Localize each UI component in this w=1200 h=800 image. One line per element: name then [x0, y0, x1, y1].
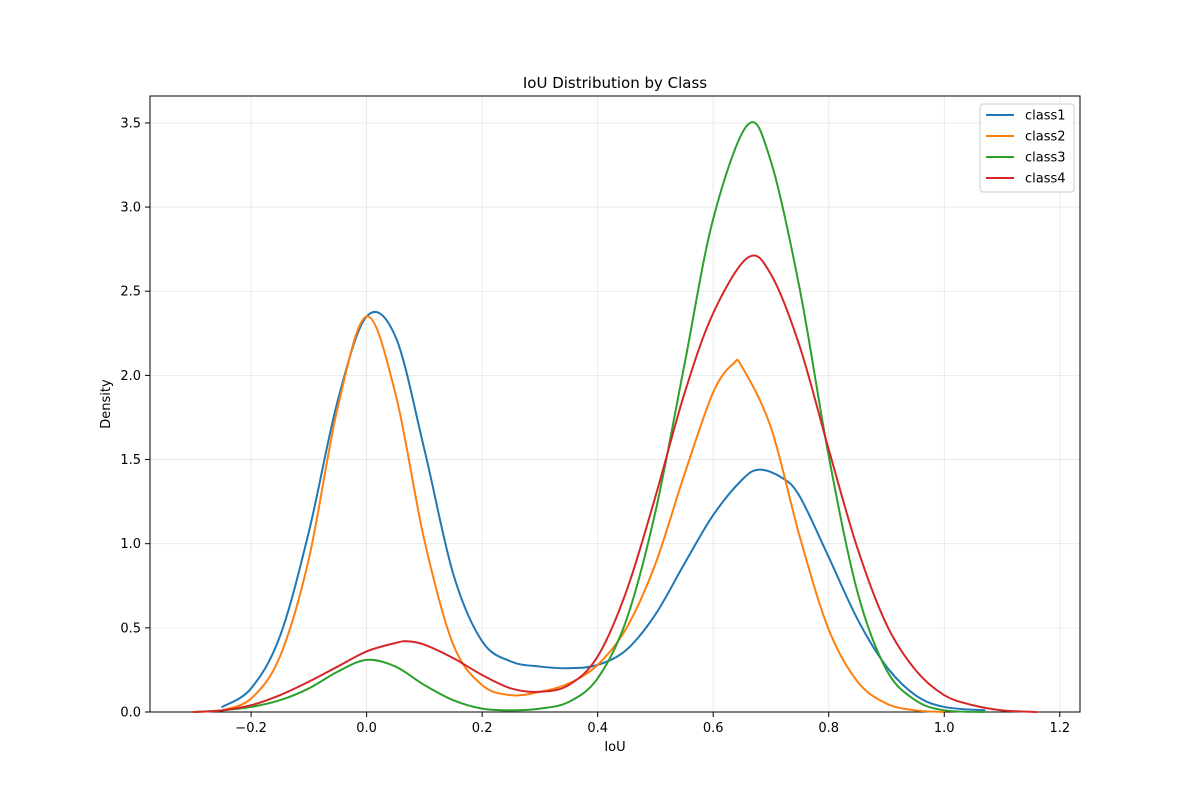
- y-tick-label: 0.5: [120, 621, 141, 636]
- x-tick-label: −0.2: [235, 721, 267, 736]
- y-tick-label: 3.5: [120, 116, 141, 131]
- x-tick-label: 1.0: [934, 721, 955, 736]
- y-tick-label: 2.0: [120, 369, 141, 384]
- series-line-class2: [221, 315, 946, 713]
- y-tick-label: 3.0: [120, 201, 141, 216]
- legend-label-class4: class4: [1025, 172, 1066, 187]
- legend-label-class3: class3: [1025, 151, 1066, 166]
- series-layer: [192, 121, 1038, 713]
- y-tick-label: 1.5: [120, 453, 141, 468]
- legend: class1 class2 class3 class4: [979, 103, 1075, 193]
- series-line-class4: [192, 254, 1038, 713]
- x-tick-label: 0.0: [356, 721, 377, 736]
- x-tick-label: 0.6: [703, 721, 724, 736]
- x-tick-label: 0.4: [587, 721, 608, 736]
- x-axis-title: IoU: [604, 740, 625, 755]
- y-tick-label: 1.0: [120, 537, 141, 552]
- x-tick-label: 0.8: [818, 721, 839, 736]
- y-tick-label: 0.0: [120, 706, 141, 721]
- x-axis: −0.2 0.0 0.2 0.4 0.6 0.8 1.0 1.2: [235, 712, 1070, 736]
- legend-box: [979, 103, 1075, 193]
- legend-label-class1: class1: [1025, 109, 1066, 124]
- y-axis: 0.0 0.5 1.0 1.5 2.0 2.5 3.0 3.5: [120, 116, 150, 721]
- series-line-class1: [221, 311, 986, 712]
- x-tick-label: 0.2: [472, 721, 493, 736]
- series-line-class3: [192, 121, 986, 713]
- y-axis-title: Density: [99, 379, 114, 429]
- x-tick-label: 1.2: [1049, 721, 1070, 736]
- legend-label-class2: class2: [1025, 130, 1066, 145]
- legend-entries: class1 class2 class3 class4: [986, 109, 1066, 187]
- plot-area-frame: [149, 95, 1081, 713]
- chart-title: IoU Distribution by Class: [523, 74, 707, 92]
- y-tick-label: 2.5: [120, 285, 141, 300]
